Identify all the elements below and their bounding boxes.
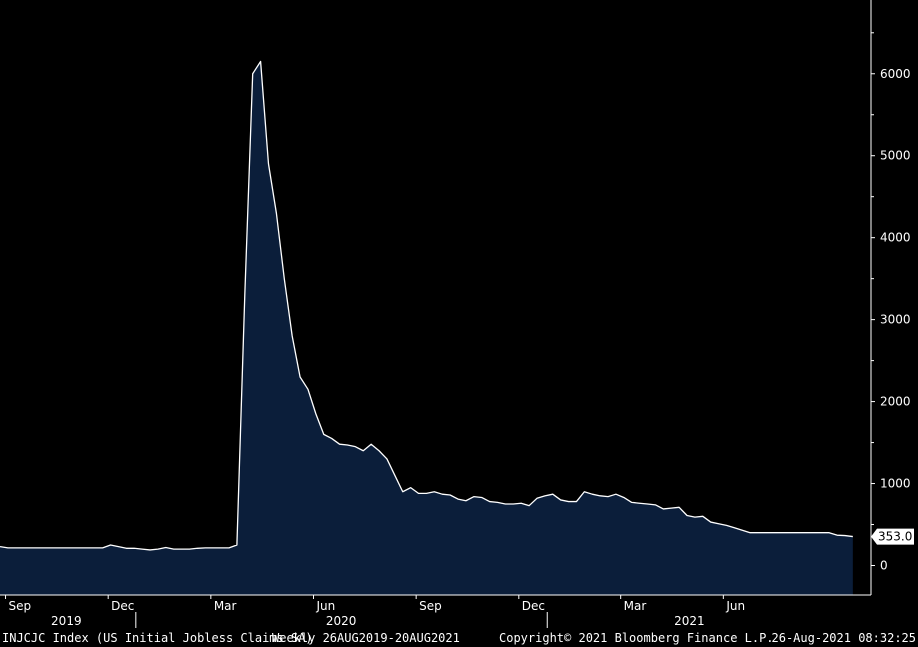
x-year-label: 2021: [674, 614, 705, 628]
y-tick-label: 6000: [880, 67, 911, 81]
ticker-label: INJCJC Index (US Initial Jobless Claims …: [2, 631, 313, 645]
last-value-text: 353.0: [878, 530, 912, 544]
y-tick-label: 5000: [880, 149, 911, 163]
series-line: [0, 60, 853, 551]
x-tick-label: Dec: [111, 599, 134, 613]
x-tick-label: Mar: [624, 599, 647, 613]
last-value-tag: [871, 528, 914, 545]
y-tick-label: 0: [880, 558, 888, 572]
x-tick-label: Sep: [419, 599, 442, 613]
y-axis: 0 1000 2000 3000 4000 5000 6000: [871, 32, 911, 572]
x-tick-label: Dec: [522, 599, 545, 613]
frequency-label: Weekly 26AUG2019-20AUG2021: [272, 631, 460, 645]
last-value-marker: 353.0: [871, 528, 914, 545]
series-area: [0, 61, 853, 596]
y-tick-label: 2000: [880, 395, 911, 409]
x-tick-label: Sep: [9, 599, 32, 613]
x-tick-label: Jun: [725, 599, 745, 613]
x-year-label: 2020: [326, 614, 357, 628]
timestamp-label: 26-Aug-2021 08:32:25: [772, 631, 917, 645]
copyright-label: Copyright© 2021 Bloomberg Finance L.P.: [499, 631, 774, 645]
x-year-label: 2019: [51, 614, 82, 628]
x-tick-label: Mar: [214, 599, 237, 613]
y-tick-label: 1000: [880, 477, 911, 491]
x-axis: Sep Dec Mar Jun Sep Dec Mar Jun 2019 2020 2021: [5, 595, 745, 628]
chart-footer: INJCJC Index (US Initial Jobless Claims …: [2, 631, 916, 645]
y-tick-label: 3000: [880, 313, 911, 327]
x-tick-label: Jun: [315, 599, 335, 613]
y-tick-label: 4000: [880, 231, 911, 245]
plot-area: [0, 60, 853, 596]
